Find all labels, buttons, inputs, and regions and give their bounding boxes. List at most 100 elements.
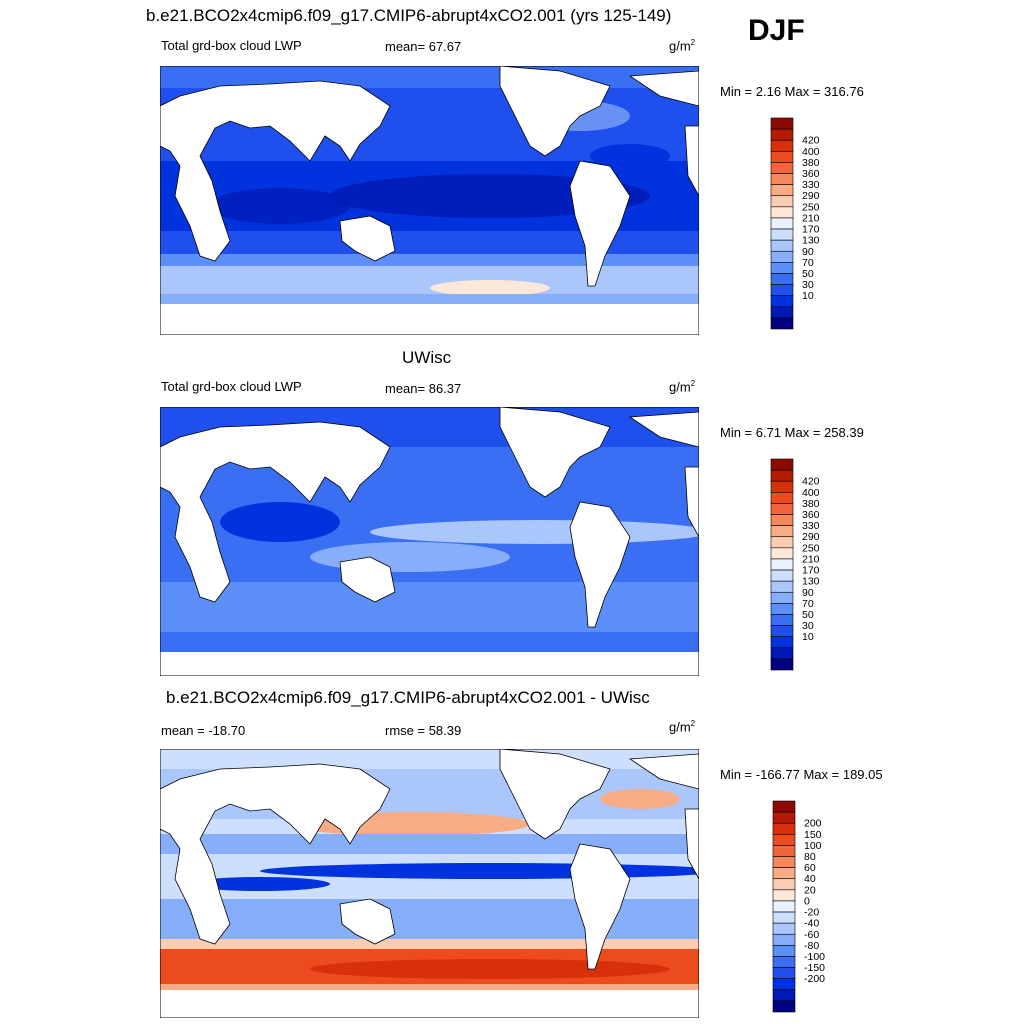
colorbar-tick-label: 400 [802,146,820,158]
colorbar-tick-label: 80 [804,851,816,863]
colorbar-swatch [770,636,794,649]
colorbar-tick-label: 330 [802,179,820,191]
colorbar-swatch [770,117,794,130]
panel-3-colorbar: 200150100806040200-20-40-60-80-100-150-2… [772,800,825,1013]
colorbar-swatch [770,306,794,319]
colorbar-swatch [770,295,794,308]
colorbar-swatch [772,811,796,824]
colorbar-swatch [770,547,794,560]
colorbar-swatch [770,128,794,141]
colorbar-swatch [772,933,796,946]
colorbar-swatch [772,822,796,835]
panel-1-mean-label: mean= 67.67 [385,39,462,54]
colorbar-tick-label: 290 [802,531,820,543]
colorbar-tick-label: 50 [802,268,814,280]
colorbar-swatch [770,284,794,296]
colorbar-tick-label: -200 [804,973,825,985]
colorbar-swatch [770,514,794,526]
colorbar-tick-label: -150 [804,962,825,974]
colorbar-swatch [770,569,794,582]
colorbar-swatch [770,503,794,515]
colorbar-swatch [772,856,796,868]
colorbar-tick-label: 210 [802,212,820,224]
colorbar-swatch [770,162,794,174]
colorbar-swatch [770,239,794,252]
panel-2-title: UWisc [402,348,452,367]
colorbar-tick-label: -60 [804,929,819,941]
colorbar-swatch [772,967,796,979]
colorbar-swatch [770,480,794,493]
colorbar-tick-label: 360 [802,168,820,180]
colorbar-swatch [772,867,796,880]
panel-3-rmse-label: rmse = 58.39 [385,723,462,738]
colorbar-tick-label: 380 [802,157,820,169]
colorbar-tick-label: 130 [802,576,820,588]
colorbar-tick-label: -20 [804,907,819,919]
colorbar-swatch [770,591,794,604]
colorbar-tick-label: 20 [804,884,816,896]
colorbar-tick-label: 420 [802,476,820,488]
colorbar-tick-label: 200 [804,818,822,830]
colorbar-tick-label: 30 [802,279,814,291]
colorbar-tick-label: 90 [802,587,814,599]
colorbar-tick-label: 150 [804,829,822,841]
colorbar-tick-label: 360 [802,509,820,521]
colorbar-tick-label: 70 [802,257,814,269]
colorbar-tick-label: 420 [802,135,820,147]
colorbar-swatch [770,184,794,197]
colorbar-swatch [772,1000,796,1013]
colorbar-swatch [770,658,794,671]
panel-1-title: b.e21.BCO2x4cmip6.f09_g17.CMIP6-abrupt4x… [146,6,672,25]
colorbar-swatch [770,492,794,504]
colorbar-swatch [770,151,794,163]
colorbar-tick-label: -100 [804,951,825,963]
colorbar-tick-label: 250 [802,542,820,554]
colorbar-swatch [770,603,794,615]
colorbar-swatch [770,195,794,208]
colorbar-tick-label: 130 [802,235,820,247]
colorbar-tick-label: 90 [802,246,814,258]
panel-2-variable-label: Total grd-box cloud LWP [161,379,302,394]
colorbar-tick-label: 330 [802,520,820,532]
colorbar-tick-label: 10 [802,631,814,643]
panel-1-variable-label: Total grd-box cloud LWP [161,38,302,53]
panel-3-map [160,749,699,1018]
colorbar-swatch [772,989,796,1002]
colorbar-swatch [772,922,796,935]
colorbar-swatch [772,889,796,902]
colorbar-tick-label: 0 [804,895,810,907]
colorbar-tick-label: 250 [802,201,820,213]
panel-3-units: g/m2 [669,719,696,735]
colorbar-tick-label: 380 [802,498,820,510]
colorbar-swatch [770,558,794,571]
colorbar-swatch [772,978,796,991]
panel-1-map [160,66,699,335]
colorbar-tick-label: 290 [802,190,820,202]
colorbar-tick-label: 170 [802,565,820,577]
colorbar-swatch [772,956,796,968]
colorbar-swatch [770,173,794,185]
colorbar-swatch [770,647,794,660]
panel-2-units: g/m2 [669,379,696,395]
colorbar-swatch [770,273,794,285]
panel-3-minmax: Min = -166.77 Max = 189.05 [720,767,883,782]
panel-1-minmax: Min = 2.16 Max = 316.76 [720,84,864,99]
colorbar-swatch [772,878,796,891]
colorbar-tick-label: -80 [804,940,819,952]
colorbar-swatch [772,900,796,913]
colorbar-swatch [770,458,794,471]
colorbar-tick-label: 100 [804,840,822,852]
colorbar-swatch [772,911,796,924]
colorbar-swatch [770,525,794,538]
panel-2-minmax: Min = 6.71 Max = 258.39 [720,425,864,440]
colorbar-swatch [770,139,794,152]
colorbar-swatch [770,536,794,549]
colorbar-swatch [770,317,794,330]
colorbar-swatch [770,217,794,230]
colorbar-swatch [770,206,794,219]
colorbar-tick-label: 10 [802,290,814,302]
colorbar-swatch [770,228,794,241]
colorbar-tick-label: -40 [804,918,819,930]
